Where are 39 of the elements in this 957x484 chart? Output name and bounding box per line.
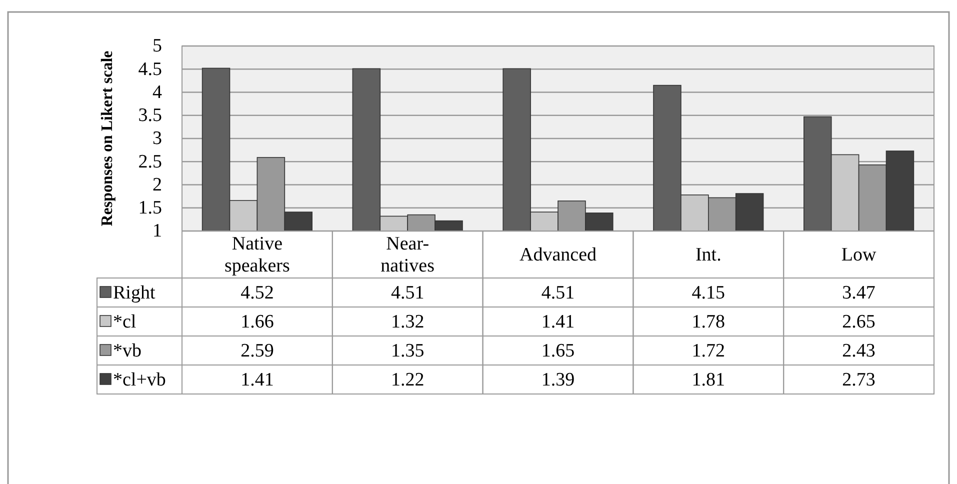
legend-label: *cl — [113, 312, 136, 332]
data-label: 2.73 — [842, 370, 876, 390]
data-label: 4.52 — [240, 282, 274, 304]
y-tick-label: 2 — [152, 174, 162, 196]
data-label: 1.41 — [240, 370, 274, 390]
y-tick-label: 1.5 — [138, 198, 162, 219]
y-tick-label: 3.5 — [138, 105, 162, 126]
y-tick-label: 4.5 — [138, 58, 162, 80]
data-label: 1.35 — [390, 340, 424, 362]
y-tick-label: 2.5 — [138, 151, 162, 172]
data-label: 3.47 — [842, 282, 876, 304]
data-label: 1.41 — [541, 312, 575, 332]
data-label: 4.51 — [541, 282, 575, 304]
y-tick-label: 3 — [152, 128, 162, 150]
legend-label: *cl+vb — [113, 370, 166, 390]
data-label: 1.65 — [541, 340, 575, 362]
data-label: 2.43 — [842, 340, 876, 362]
data-label: 1.39 — [541, 370, 575, 390]
data-label: 1.81 — [692, 370, 726, 390]
x-tick-label: Near-natives — [380, 234, 435, 276]
x-tick-label: Int. — [695, 244, 722, 266]
data-label: 1.72 — [692, 340, 726, 362]
data-label: 4.51 — [390, 282, 424, 304]
y-axis-title: Responses on Likert scale — [99, 50, 116, 226]
data-label: 4.15 — [692, 282, 726, 304]
data-label: 1.32 — [390, 312, 424, 332]
data-label: 1.22 — [390, 370, 424, 390]
data-label: 1.66 — [240, 312, 274, 332]
legend-label: Right — [113, 282, 156, 304]
data-label: 1.78 — [692, 312, 726, 332]
data-label: 2.65 — [842, 312, 876, 332]
y-tick-label: 5 — [152, 36, 162, 57]
legend-label: *vb — [113, 340, 142, 362]
x-tick-label: Low — [841, 244, 876, 266]
y-tick-label: 4 — [152, 82, 162, 103]
x-tick-label: Advanced — [519, 244, 598, 266]
data-label: 2.59 — [240, 340, 274, 362]
x-tick-label: Native speakers — [224, 234, 290, 276]
y-tick-label: 1 — [152, 220, 162, 242]
